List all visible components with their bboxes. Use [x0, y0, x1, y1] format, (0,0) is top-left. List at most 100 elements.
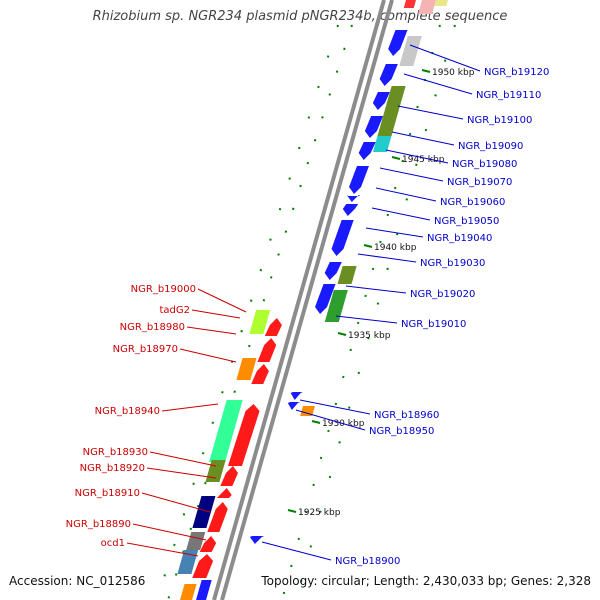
gene-label-forward[interactable]: NGR_b18960 [374, 410, 439, 421]
forward-feature-15[interactable] [377, 86, 406, 136]
scale-tick-label: 1945 kbp [402, 155, 445, 165]
gene-label-forward[interactable]: NGR_b19050 [434, 216, 499, 227]
reverse-feature-4[interactable] [220, 466, 238, 486]
leader-line-reverse [179, 348, 237, 363]
scale-tick-mark [311, 420, 321, 424]
map-title: Rhizobium sp. NGR234 plasmid pNGR234b, c… [92, 9, 508, 24]
forward-feature-4[interactable] [358, 142, 376, 160]
forward-feature-1[interactable] [379, 64, 398, 86]
forward-feature-21[interactable] [403, 0, 416, 8]
forward-feature-17[interactable] [337, 266, 357, 284]
forward-feature-10[interactable] [315, 284, 336, 314]
forward-feature-3[interactable] [364, 116, 384, 138]
forward-feature-8[interactable] [331, 220, 354, 256]
forward-feature-19[interactable] [300, 406, 315, 416]
gene-label-forward[interactable]: NGR_b18950 [369, 426, 434, 437]
gene-label-forward[interactable]: NGR_b19100 [467, 115, 532, 126]
leader-line-forward [335, 315, 398, 324]
leader-line-forward [391, 131, 455, 146]
leader-line-forward [403, 73, 473, 95]
forward-feature-6[interactable] [346, 195, 361, 202]
forward-feature-5[interactable] [349, 166, 369, 194]
forward-feature-16[interactable] [372, 136, 392, 152]
gene-label-forward[interactable]: NGR_b19020 [410, 289, 475, 300]
gene-label-forward[interactable]: NGR_b19010 [401, 319, 466, 330]
gene-label-forward[interactable]: NGR_b19030 [420, 258, 485, 269]
backbone-inner [220, 0, 394, 600]
gene-label-forward[interactable]: NGR_b19040 [427, 233, 492, 244]
gene-label-reverse[interactable]: NGR_b18970 [113, 344, 178, 355]
reverse-feature-15[interactable] [177, 550, 199, 574]
gene-label-forward[interactable]: NGR_b19110 [476, 90, 541, 101]
forward-feature-0[interactable] [388, 30, 408, 56]
gene-label-forward[interactable]: NGR_b19090 [458, 141, 523, 152]
reverse-feature-3[interactable] [227, 404, 260, 466]
reverse-feature-0[interactable] [264, 318, 282, 336]
gene-label-forward[interactable]: NGR_b18900 [335, 556, 400, 567]
reverse-feature-12[interactable] [205, 460, 226, 482]
forward-feature-18[interactable] [324, 290, 348, 322]
reverse-strand-features [177, 310, 282, 600]
leader-line-forward [261, 541, 332, 561]
forward-feature-9[interactable] [324, 262, 342, 280]
forward-feature-11[interactable] [249, 536, 265, 544]
gene-label-reverse[interactable]: NGR_b18910 [75, 488, 140, 499]
leader-line-reverse [149, 451, 217, 467]
forward-feature-20[interactable] [418, 0, 436, 14]
reverse-feature-9[interactable] [249, 310, 271, 334]
scale-tick-label: 1940 kbp [374, 243, 417, 253]
leader-line-forward [295, 409, 366, 431]
gene-label-reverse[interactable]: NGR_b18940 [95, 406, 160, 417]
leader-line-reverse [132, 523, 207, 541]
scale-tick-mark [363, 244, 373, 248]
gene-label-reverse[interactable]: NGR_b19000 [131, 284, 196, 295]
scale-tick-mark [287, 509, 297, 513]
reverse-feature-8[interactable] [192, 554, 214, 578]
reverse-feature-13[interactable] [192, 496, 216, 528]
gene-label-reverse[interactable]: ocd1 [101, 538, 125, 549]
reverse-feature-7[interactable] [199, 536, 217, 552]
forward-feature-13[interactable] [287, 402, 301, 410]
reverse-feature-1[interactable] [257, 338, 277, 362]
leader-line-forward [299, 399, 371, 415]
scale-tick-mark [421, 69, 431, 73]
forward-feature-12[interactable] [290, 392, 303, 400]
leader-line-forward [375, 187, 437, 202]
forward-feature-7[interactable] [342, 204, 359, 216]
reverse-feature-10[interactable] [236, 358, 257, 380]
reverse-feature-16[interactable] [180, 584, 197, 600]
yellow-feature[interactable] [434, 0, 448, 6]
forward-strand-features [249, 0, 448, 544]
accession-text: Accession: NC_012586 [9, 574, 146, 588]
reverse-feature-11[interactable] [209, 400, 243, 462]
leader-line-reverse [191, 309, 241, 319]
gene-label-forward[interactable]: NGR_b19070 [447, 177, 512, 188]
scale-tick-mark [337, 332, 347, 336]
scale-tick-label: 1950 kbp [432, 68, 475, 78]
leader-line-forward [357, 253, 417, 263]
leader-line-reverse [186, 326, 237, 335]
leader-line-reverse [197, 288, 247, 313]
gene-label-forward[interactable]: NGR_b19120 [484, 67, 549, 78]
reverse-feature-2[interactable] [251, 364, 269, 384]
gene-label-forward[interactable]: NGR_b19080 [452, 159, 517, 170]
gene-label-reverse[interactable]: NGR_b18920 [80, 463, 145, 474]
leader-line-reverse [161, 403, 219, 412]
gene-label-reverse[interactable]: NGR_b18890 [66, 519, 131, 530]
gene-label-reverse[interactable]: tadG2 [159, 305, 190, 316]
reverse-feature-17[interactable] [196, 580, 212, 600]
reverse-feature-6[interactable] [207, 502, 228, 532]
scale-tick-label: 1925 kbp [298, 508, 341, 518]
reverse-feature-5[interactable] [216, 488, 232, 498]
gene-label-forward[interactable]: NGR_b19060 [440, 197, 505, 208]
leader-line-forward [385, 149, 449, 164]
gene-label-reverse[interactable]: NGR_b18980 [120, 322, 185, 333]
leader-line-forward [345, 285, 407, 294]
forward-feature-14[interactable] [399, 36, 422, 66]
topology-text: Topology: circular; Length: 2,430,033 bp… [261, 574, 591, 588]
scale-tick-mark [391, 156, 401, 160]
gene-label-reverse[interactable]: NGR_b18930 [83, 447, 148, 458]
scale-tick-label: 1935 kbp [348, 331, 391, 341]
forward-feature-2[interactable] [372, 92, 390, 110]
